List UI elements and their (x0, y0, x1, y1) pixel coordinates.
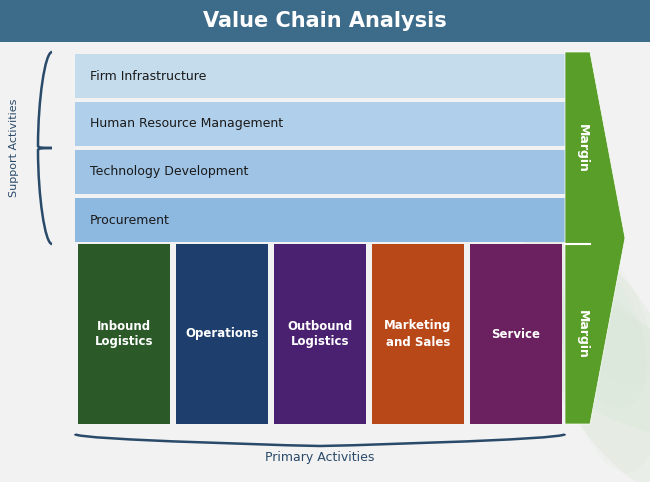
Text: Service: Service (491, 327, 541, 340)
Text: Technology Development: Technology Development (90, 165, 248, 178)
Ellipse shape (542, 280, 650, 384)
Polygon shape (565, 52, 625, 424)
Ellipse shape (562, 251, 650, 473)
Text: Margin: Margin (576, 123, 589, 173)
Bar (0, 0, 650, 42)
Bar (372, 244, 464, 424)
Ellipse shape (554, 255, 647, 408)
Bar (78, 244, 170, 424)
Bar (75, 198, 565, 242)
Text: Marketing
and Sales: Marketing and Sales (384, 320, 452, 348)
Bar (75, 102, 565, 146)
Bar (75, 54, 565, 98)
Text: Outbound
Logistics: Outbound Logistics (287, 320, 352, 348)
Bar (274, 244, 366, 424)
Bar (75, 150, 565, 194)
Ellipse shape (519, 228, 650, 482)
Text: Value Chain Analysis: Value Chain Analysis (203, 11, 447, 31)
Text: Human Resource Management: Human Resource Management (90, 118, 283, 131)
Bar (176, 244, 268, 424)
Text: Procurement: Procurement (90, 214, 170, 227)
Text: Primary Activities: Primary Activities (265, 452, 374, 465)
Text: Margin: Margin (576, 309, 589, 359)
Ellipse shape (499, 286, 650, 438)
Text: Support Activities: Support Activities (9, 99, 19, 197)
Bar (470, 244, 562, 424)
Text: Operations: Operations (185, 327, 259, 340)
Text: Firm Infrastructure: Firm Infrastructure (90, 69, 207, 82)
Text: Inbound
Logistics: Inbound Logistics (95, 320, 153, 348)
